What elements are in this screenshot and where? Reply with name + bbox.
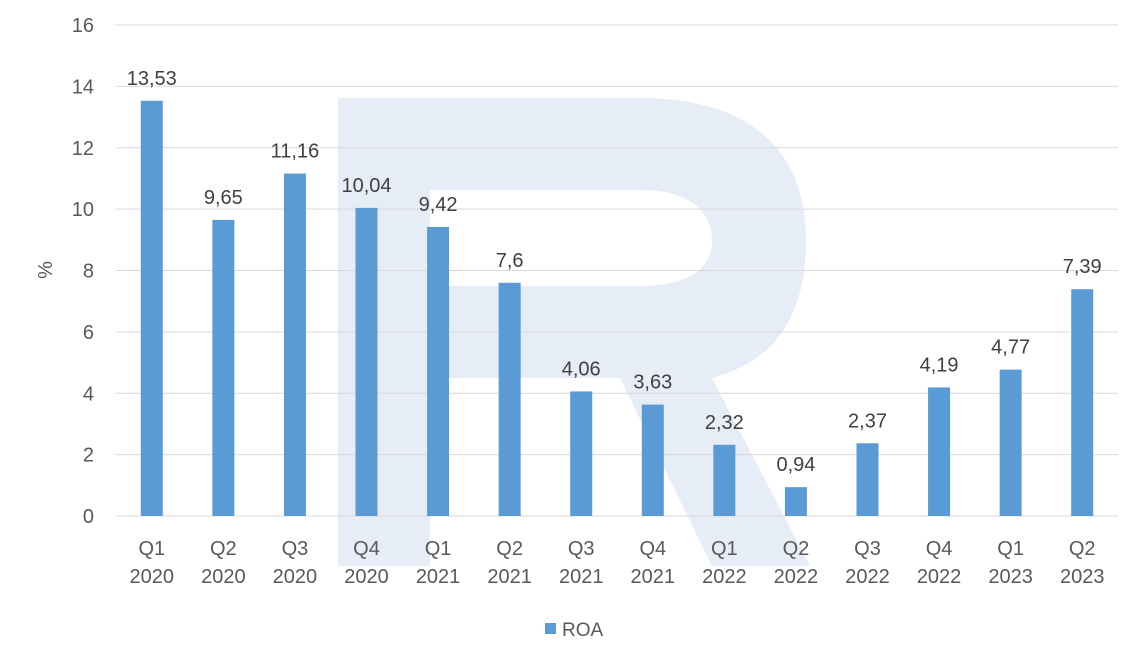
bar (355, 207, 378, 516)
x-tick-label-quarter: Q1 (997, 538, 1024, 560)
x-tick-label-year: 2022 (774, 566, 819, 588)
data-label: 4,19 (920, 354, 959, 376)
bar (498, 282, 521, 516)
y-axis-title: % (35, 261, 57, 279)
x-tick-label-year: 2020 (130, 566, 175, 588)
data-labels: 13,53 9,65 11,16 10,04 9,42 7,6 4,06 3,63 2,32 0,… (127, 68, 1102, 476)
bar (784, 487, 807, 516)
x-tick-label-year: 2022 (702, 566, 747, 588)
bar (641, 404, 664, 516)
bar (283, 173, 306, 516)
x-tick-label-quarter: Q1 (711, 538, 738, 560)
bar (570, 391, 593, 516)
bar (856, 443, 879, 516)
x-tick-label-quarter: Q3 (282, 538, 309, 560)
data-label: 9,42 (419, 194, 458, 216)
y-tick-label: 6 (83, 322, 94, 344)
gridlines (116, 24, 1118, 517)
data-label: 10,04 (341, 175, 391, 197)
x-tick-label-year: 2020 (344, 566, 389, 588)
x-tick-label-year: 2021 (631, 566, 676, 588)
x-tick-label-quarter: Q4 (926, 538, 953, 560)
data-label: 3,63 (633, 372, 672, 394)
y-tick-label: 14 (72, 76, 94, 98)
bar (1071, 289, 1094, 516)
x-tick-label-quarter: Q4 (353, 538, 380, 560)
bar (427, 226, 450, 516)
y-tick-label: 8 (83, 261, 94, 283)
data-label: 7,6 (496, 250, 524, 272)
x-tick-label-quarter: Q2 (1069, 538, 1096, 560)
x-axis-ticks: Q1 2020 Q2 2020 Q3 2020 Q4 2020 Q1 2021 Q2 2021 Q3 20… (130, 538, 1105, 588)
y-tick-label: 12 (72, 138, 94, 160)
legend-label: ROA (562, 620, 604, 641)
x-tick-label-year: 2021 (559, 566, 604, 588)
data-label: 9,65 (204, 187, 243, 209)
x-tick-label-quarter: Q1 (425, 538, 452, 560)
x-tick-label-quarter: Q2 (783, 538, 810, 560)
bar (212, 219, 235, 516)
data-label: 7,39 (1063, 256, 1102, 278)
bar (928, 387, 951, 516)
bar (140, 100, 163, 516)
x-tick-label-quarter: Q4 (639, 538, 666, 560)
data-label: 4,06 (562, 358, 601, 380)
y-axis-ticks: 0 2 4 6 8 10 12 14 16 (72, 15, 94, 528)
bar-series (140, 100, 1094, 516)
x-tick-label-year: 2022 (845, 566, 890, 588)
data-label: 2,37 (848, 410, 887, 432)
bar (999, 369, 1022, 516)
x-tick-label-quarter: Q3 (854, 538, 881, 560)
y-tick-label: 2 (83, 445, 94, 467)
x-tick-label-quarter: Q3 (568, 538, 595, 560)
x-tick-label-year: 2023 (1060, 566, 1105, 588)
x-tick-label-year: 2022 (917, 566, 962, 588)
x-tick-label-year: 2023 (988, 566, 1033, 588)
x-tick-label-year: 2020 (201, 566, 246, 588)
x-tick-label-quarter: Q2 (210, 538, 237, 560)
legend: ROA (545, 620, 604, 641)
x-tick-label-quarter: Q1 (138, 538, 165, 560)
y-tick-label: 0 (83, 506, 94, 528)
y-tick-label: 16 (72, 15, 94, 37)
data-label: 2,32 (705, 412, 744, 434)
legend-swatch (545, 623, 556, 634)
data-label: 13,53 (127, 68, 177, 90)
x-tick-label-year: 2021 (416, 566, 461, 588)
data-label: 0,94 (776, 454, 815, 476)
y-tick-label: 10 (72, 199, 94, 221)
data-label: 4,77 (991, 337, 1030, 359)
y-tick-label: 4 (83, 383, 94, 405)
bar (713, 444, 736, 516)
x-tick-label-year: 2020 (273, 566, 318, 588)
data-label: 11,16 (271, 141, 320, 163)
x-tick-label-quarter: Q2 (496, 538, 523, 560)
x-tick-label-year: 2021 (487, 566, 532, 588)
